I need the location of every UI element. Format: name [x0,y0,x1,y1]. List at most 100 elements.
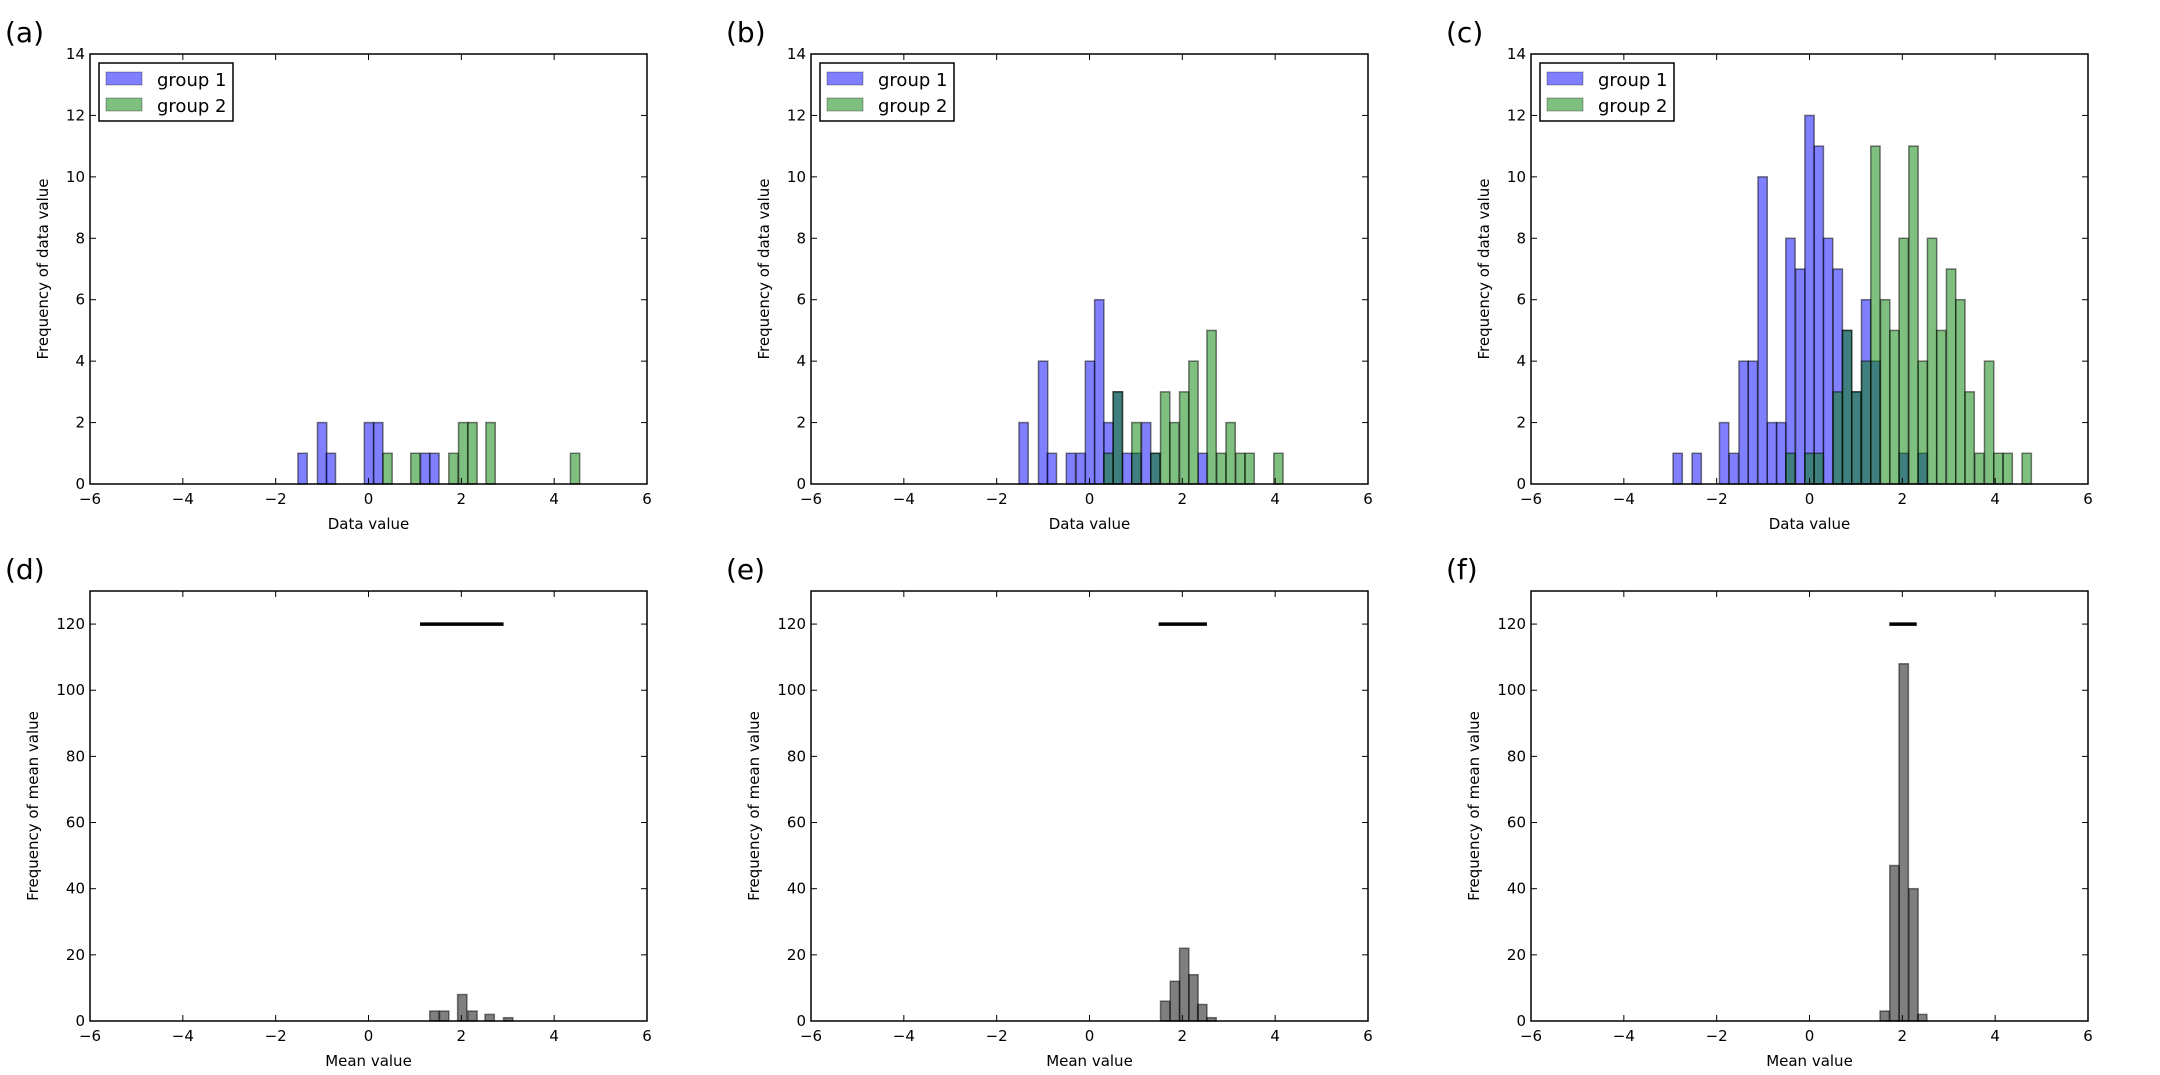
y-tick-label: 14 [66,45,85,63]
y-tick-label: 40 [66,880,85,898]
bar-mean [1159,1000,1171,1022]
bar-group1 [297,452,308,485]
legend-swatch [826,71,864,86]
y-tick-label: 4 [75,352,85,370]
bar-group2 [1130,421,1142,485]
y-tick-label: 8 [796,229,806,247]
bar-mean [1916,1013,1928,1022]
bar-group2 [409,452,421,485]
x-tick-label: 2 [1898,490,1908,508]
y-tick-label: 80 [787,747,806,765]
y-tick-label: 40 [787,880,806,898]
bar-group1 [1766,421,1778,485]
x-tick-label: −2 [1706,1027,1728,1045]
x-tick-label: 2 [1178,1027,1188,1045]
y-tick-label: 40 [1507,880,1526,898]
y-tick-label: 6 [75,291,85,309]
bar-group2 [1150,452,1161,485]
bar-group1 [1794,268,1806,485]
bar-group2 [1169,421,1180,485]
x-tick-label: 6 [1363,1027,1373,1045]
x-tick-label: 0 [364,490,374,508]
bar-group2 [1917,360,1929,485]
x-tick-label: 6 [642,1027,652,1045]
x-tick-label: 0 [1805,1027,1815,1045]
x-tick-label: −4 [172,490,194,508]
bar-group2 [1926,237,1938,485]
panel-a: (a) −6 −4 −2 0 2 4 6 0 2 4 6 8 10 12 14 Data value Freque… [5,16,652,533]
bar-group1 [1785,237,1796,485]
bar-mean [456,993,468,1022]
y-tick-label: 0 [796,475,806,493]
bar-group1 [1093,298,1105,485]
x-axis-label: Data value [1769,515,1851,533]
x-tick-label: −4 [893,1027,915,1045]
bar-group1 [1197,452,1209,485]
x-tick-label: 4 [549,490,559,508]
bar-group2 [1785,452,1796,485]
x-tick-label: −2 [265,1027,287,1045]
bar-mean [1879,1010,1891,1022]
y-tick-label: 14 [1507,45,1526,63]
axes-frame [89,590,648,1022]
y-tick-label: 12 [66,106,85,124]
bar-group2 [569,452,581,485]
panel-label: (d) [5,553,45,586]
y-tick-label: 6 [1516,291,1526,309]
bar-group1 [316,421,328,485]
x-tick-label: 6 [642,490,652,508]
x-tick-label: 2 [457,1027,467,1045]
bar-mean [429,1010,440,1022]
legend-label: group 2 [1598,96,1667,117]
legend-label: group 1 [1598,70,1667,91]
y-tick-label: 100 [1497,681,1526,699]
y-tick-label: 2 [796,414,806,432]
bar-mean [1169,980,1181,1022]
y-tick-label: 0 [796,1012,806,1030]
bar-group2 [485,421,496,485]
x-tick-label: 2 [457,490,467,508]
bar-group1 [1718,421,1730,485]
bar-group2 [1206,329,1217,485]
y-tick-label: 10 [1507,168,1526,186]
panel-label: (c) [1446,16,1483,49]
y-tick-label: 10 [787,168,806,186]
bar-group2 [1103,452,1114,485]
bar-group2 [1983,360,1995,485]
bar-group1 [1084,360,1096,485]
x-tick-label: −6 [79,490,101,508]
bar-group1 [1065,452,1077,485]
y-tick-label: 0 [1516,475,1526,493]
x-tick-label: 4 [549,1027,559,1045]
x-axis-label: Mean value [325,1052,412,1070]
bar-group2 [2021,452,2033,485]
x-tick-label: 4 [1270,490,1280,508]
bar-group2 [2002,452,2014,485]
x-tick-label: −4 [1613,490,1635,508]
legend-swatch [826,97,864,112]
bar-group2 [1159,391,1171,485]
x-tick-label: −4 [893,490,915,508]
bar-group1 [1747,360,1759,485]
bar-group2 [382,452,393,485]
x-axis-label: Data value [328,515,410,533]
bar-mean [1196,1003,1208,1022]
bar-group1 [429,452,440,485]
panel-b: (b) −6 −4 −2 0 2 4 6 0 2 4 6 8 10 12 14 Data value Freque… [726,16,1373,533]
bar-group1 [1804,114,1815,485]
bar-group2 [1215,452,1227,485]
bar-group2 [1850,391,1862,485]
y-tick-label: 2 [1516,414,1526,432]
bar-group2 [1935,329,1947,485]
bar-group1 [1046,452,1058,485]
bar-group1 [1757,176,1769,485]
x-tick-label: 6 [2083,1027,2093,1045]
legend-label: group 2 [157,96,226,117]
y-tick-label: 6 [796,291,806,309]
panel-c: (c) −6 −4 −2 0 2 4 6 0 2 4 6 8 10 12 14 Data value Freque… [1446,16,2093,533]
y-tick-label: 120 [56,615,85,633]
y-tick-label: 12 [787,106,806,124]
x-tick-label: 6 [2083,490,2093,508]
